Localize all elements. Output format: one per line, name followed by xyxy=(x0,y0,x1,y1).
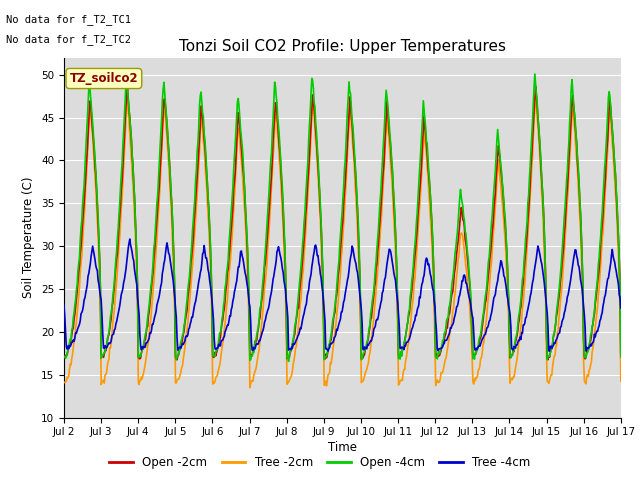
Text: TZ_soilco2: TZ_soilco2 xyxy=(70,72,138,85)
Title: Tonzi Soil CO2 Profile: Upper Temperatures: Tonzi Soil CO2 Profile: Upper Temperatur… xyxy=(179,39,506,54)
Text: No data for f_T2_TC1: No data for f_T2_TC1 xyxy=(6,14,131,25)
Legend: Open -2cm, Tree -2cm, Open -4cm, Tree -4cm: Open -2cm, Tree -2cm, Open -4cm, Tree -4… xyxy=(105,452,535,474)
Y-axis label: Soil Temperature (C): Soil Temperature (C) xyxy=(22,177,35,299)
X-axis label: Time: Time xyxy=(328,442,357,455)
Text: No data for f_T2_TC2: No data for f_T2_TC2 xyxy=(6,34,131,45)
